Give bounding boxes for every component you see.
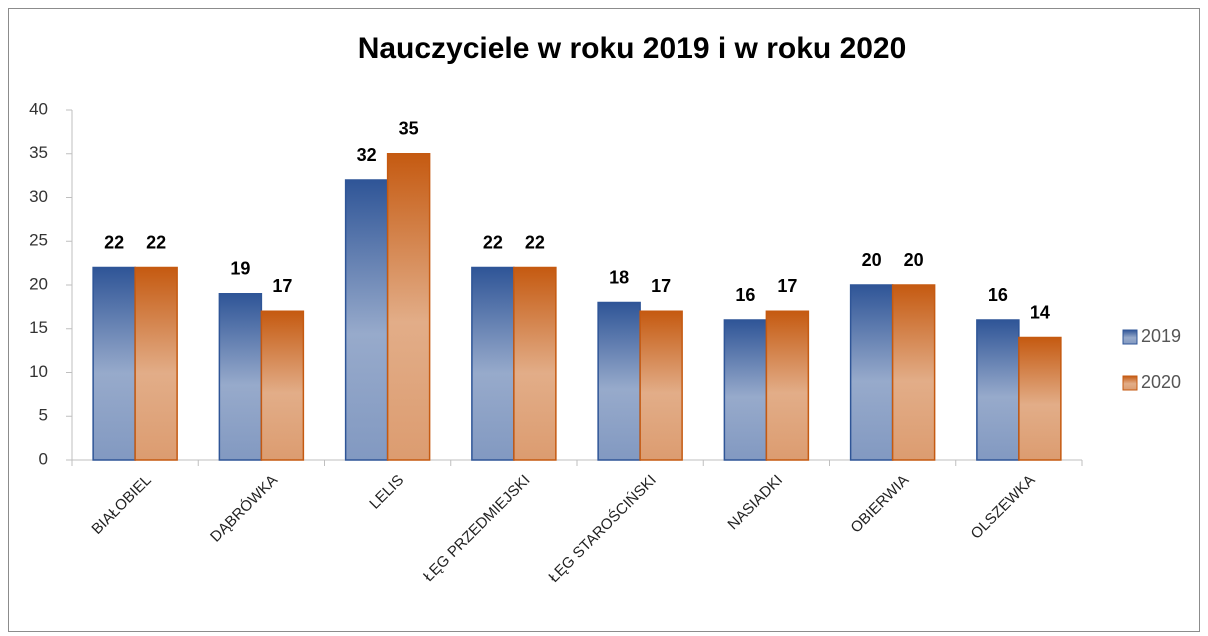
- bar: [849, 284, 894, 461]
- data-label: 20: [862, 250, 882, 270]
- bar: [1018, 336, 1062, 461]
- bar: [386, 153, 431, 461]
- legend-swatch: [1122, 375, 1138, 391]
- bar: [639, 310, 683, 461]
- bar: [92, 266, 136, 461]
- data-label: 32: [357, 145, 377, 165]
- data-label: 16: [988, 285, 1008, 305]
- legend-swatch: [1122, 329, 1138, 345]
- data-label: 14: [1030, 302, 1050, 322]
- data-label: 22: [146, 232, 166, 252]
- chart-title: Nauczyciele w roku 2019 i w roku 2020: [358, 32, 907, 65]
- bar: [976, 319, 1020, 461]
- data-label: 22: [483, 232, 503, 252]
- y-tick-label: 40: [29, 99, 48, 118]
- bar: [597, 301, 641, 461]
- y-tick-label: 30: [29, 187, 48, 206]
- bar: [134, 266, 178, 461]
- data-label: 17: [651, 276, 671, 296]
- y-tick-label: 35: [29, 143, 48, 162]
- data-label: 17: [777, 276, 797, 296]
- data-label: 16: [735, 285, 755, 305]
- y-tick-label: 25: [29, 231, 48, 250]
- y-tick-label: 5: [39, 406, 48, 425]
- data-label: 19: [230, 259, 250, 279]
- bar: [260, 310, 305, 461]
- bar: [765, 310, 810, 461]
- y-tick-label: 0: [39, 449, 48, 468]
- legend-label: 2019: [1141, 326, 1181, 346]
- legend-label: 2020: [1141, 372, 1181, 392]
- y-tick-label: 20: [29, 274, 48, 293]
- bar: [891, 284, 936, 461]
- data-label: 17: [272, 276, 292, 296]
- bar: [513, 266, 557, 461]
- bar: [471, 266, 515, 461]
- y-tick-label: 10: [29, 362, 48, 381]
- data-label: 22: [104, 232, 124, 252]
- bar: [218, 293, 263, 461]
- data-label: 18: [609, 267, 629, 287]
- y-tick-label: 15: [29, 318, 48, 337]
- data-label: 35: [399, 119, 419, 139]
- data-label: 20: [904, 250, 924, 270]
- bar: [723, 319, 768, 461]
- bar: [344, 179, 389, 461]
- data-label: 22: [525, 232, 545, 252]
